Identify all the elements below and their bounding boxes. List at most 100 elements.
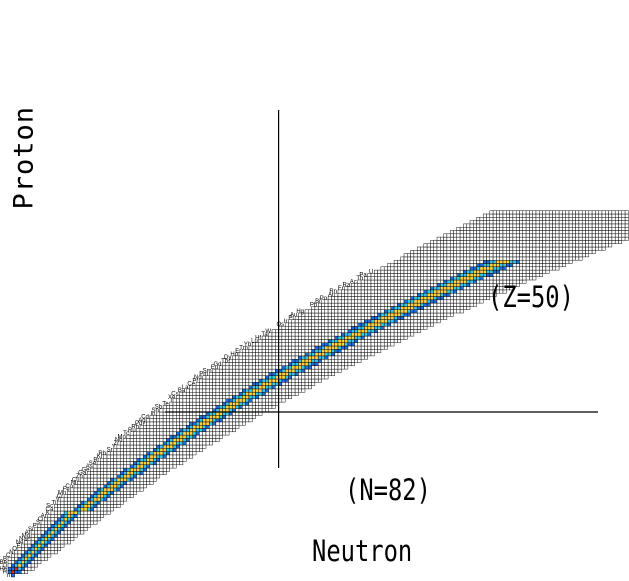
nuclide-cell [515,263,520,268]
nuclide-cell [502,220,507,225]
nuclide-cell [555,236,560,241]
nuclide-cell [400,302,405,307]
element-label: Gd [213,362,221,368]
nuclide-cell [357,352,362,357]
nuclide-cell [255,401,260,406]
nuclide-cell [284,362,289,367]
nuclide-cell [393,312,398,317]
nuclide-cell [314,339,319,343]
nuclide-cell [539,226,543,231]
nuclide-cell [555,210,560,215]
nuclide-cell [185,401,190,406]
nuclide-cell [482,226,487,231]
nuclide-cell [337,292,342,297]
nuclide-cell [232,385,236,390]
nuclide-cell [410,273,415,277]
magic-neutron-label: (N=82) [345,473,431,507]
element-label: Ho [230,352,238,358]
nuclide-cell [529,223,533,228]
nuclide-cell [176,461,180,466]
nuclide-cell [377,269,382,274]
nuclide-cell [456,233,461,238]
nuclide-cell [235,388,240,393]
nuclide-cell [506,253,510,258]
nuclide-cell [548,213,553,218]
nuclide-cell [149,461,154,466]
nuclide-cell [344,322,349,327]
nuclide-cell [357,355,362,360]
nuclide-cell [522,266,527,271]
nuclide-cell [542,256,547,261]
nuclide-cell [116,481,121,485]
nuclide-cell [139,444,144,449]
nuclide-cell [433,246,438,251]
nuclide-cell [383,345,388,350]
nuclide-cell [430,246,434,251]
nuclide-cell [407,306,411,310]
nuclide-cell [364,312,368,317]
nuclide-cell [281,355,286,360]
nuclide-cell [529,246,533,251]
nuclide-cell [228,395,233,400]
nuclide-cell [50,523,55,528]
nuclide-cell [595,210,599,215]
nuclide-cell [433,286,438,291]
nuclide-cell [456,263,461,268]
nuclide-cell [383,332,388,337]
nuclide-cell [304,309,309,314]
nuclide-cell [218,421,223,426]
nuclide-cell [192,438,197,442]
nuclide-cell [344,299,349,304]
nuclide-cell [298,332,302,337]
nuclide-cell [37,540,42,545]
nuclide-cell [126,494,131,499]
nuclide-cell [129,471,134,475]
nuclide-cell [308,309,312,314]
nuclide-cell [456,309,461,314]
nuclide-cell [440,276,444,281]
nuclide-cell [331,322,335,327]
nuclide-cell [185,428,190,433]
nuclide-cell [294,368,299,373]
nuclide-cell [331,345,335,350]
nuclide-cell [486,253,491,258]
nuclide-cell [360,329,365,334]
nuclide-cell [506,210,510,215]
nuclide-cell [420,289,425,294]
nuclide-cell [502,269,507,274]
nuclide-cell [390,309,395,314]
nuclide-cell [103,457,108,462]
nuclide-cell [258,385,263,390]
nuclide-cell [298,352,302,357]
nuclide-cell [403,253,408,258]
nuclide-cell [618,226,623,231]
nuclide-cell [288,375,293,380]
nuclide-cell [466,306,471,310]
nuclide-cell [17,556,22,561]
nuclide-cell [40,543,45,548]
nuclide-cell [499,253,504,258]
nuclide-cell [486,263,491,268]
nuclide-cell [317,316,322,320]
nuclide-cell [179,418,184,423]
nuclide-cell [357,309,362,314]
nuclide-cell [202,428,207,433]
nuclide-cell [407,322,411,327]
nuclide-cell [129,454,134,459]
element-label: S [36,520,40,526]
nuclide-cell [479,236,484,241]
nuclide-cell [235,398,240,403]
nuclide-cell [248,365,253,370]
nuclide-cell [552,250,557,254]
nuclide-cell [357,302,362,307]
nuclide-cell [146,444,151,449]
nuclide-cell [159,444,164,449]
nuclide-cell [397,296,401,301]
nuclide-cell [199,415,203,419]
nuclide-cell [588,220,593,225]
nuclide-cell [515,223,520,228]
nuclide-cell [261,365,266,370]
nuclide-cell [314,329,319,334]
nuclide-cell [268,345,273,350]
nuclide-cell [93,481,98,485]
